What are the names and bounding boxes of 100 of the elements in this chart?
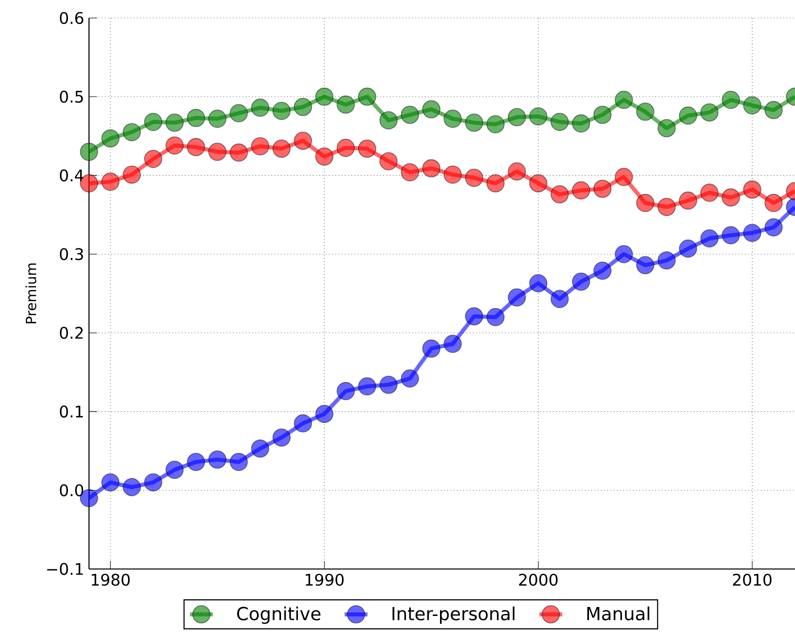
point <box>186 108 206 128</box>
point <box>186 138 206 156</box>
point <box>678 240 698 258</box>
point <box>722 188 740 207</box>
point <box>700 184 718 202</box>
point <box>465 307 484 326</box>
y-tick-label: 0.4 <box>60 169 84 182</box>
point <box>315 404 334 423</box>
point <box>743 96 762 114</box>
point <box>358 140 376 158</box>
point <box>122 478 141 496</box>
point <box>508 108 526 126</box>
point <box>465 168 484 187</box>
point <box>529 274 548 292</box>
point <box>294 132 312 150</box>
point <box>444 110 462 128</box>
point <box>422 159 440 178</box>
point <box>251 439 270 458</box>
legend-label: Inter-personal <box>392 606 514 624</box>
point <box>208 450 226 469</box>
x-tick-label: 1980 <box>92 574 130 586</box>
point <box>678 192 698 210</box>
point <box>700 229 718 248</box>
point <box>722 90 740 109</box>
point <box>572 114 590 133</box>
point <box>508 288 526 306</box>
x-tick-label: 1990 <box>306 574 344 586</box>
point <box>166 114 184 132</box>
point <box>101 172 120 191</box>
point <box>636 102 654 121</box>
point <box>529 174 548 192</box>
point <box>764 101 783 120</box>
point <box>294 98 312 116</box>
legend-label: Cognitive <box>237 606 320 624</box>
x-tick-label: 2000 <box>519 574 558 586</box>
point <box>336 96 355 114</box>
point <box>550 185 569 204</box>
point <box>636 256 654 274</box>
y-tick-label: 0.3 <box>60 248 83 260</box>
point <box>614 90 633 109</box>
point <box>144 150 162 168</box>
y-tick-label: −0.1 <box>47 562 83 576</box>
point <box>422 100 440 118</box>
point <box>122 166 141 184</box>
point <box>315 88 334 106</box>
point <box>101 473 120 492</box>
point <box>400 163 419 182</box>
point <box>614 245 633 264</box>
point <box>550 290 569 308</box>
point <box>486 174 505 192</box>
point <box>336 138 355 157</box>
point <box>230 104 248 122</box>
point <box>272 102 291 120</box>
point <box>144 112 162 131</box>
point <box>208 110 226 128</box>
point <box>144 473 162 492</box>
point <box>444 166 462 184</box>
point <box>486 115 505 134</box>
point <box>658 251 676 270</box>
point <box>230 452 248 472</box>
legend-label: Manual <box>587 606 650 620</box>
point <box>486 308 505 326</box>
point <box>678 106 698 125</box>
y-axis-title: Premium <box>25 264 36 324</box>
point <box>593 180 612 198</box>
point <box>572 272 590 291</box>
y-tick-label: 0.6 <box>60 12 84 24</box>
point <box>743 180 762 199</box>
point <box>230 144 248 162</box>
point <box>422 340 440 358</box>
point <box>764 218 783 236</box>
point <box>166 460 184 479</box>
point <box>272 428 291 447</box>
point <box>529 107 548 126</box>
point <box>272 140 291 158</box>
x-tick-label: 2010 <box>733 574 772 586</box>
point <box>101 129 120 148</box>
point <box>294 414 312 432</box>
point <box>186 452 206 472</box>
point <box>508 162 526 181</box>
point <box>379 376 398 394</box>
point <box>208 142 226 161</box>
y-tick-label: 0.5 <box>60 90 83 103</box>
point <box>80 142 98 161</box>
point <box>358 88 376 106</box>
point <box>593 106 612 124</box>
point <box>465 114 484 132</box>
point <box>400 106 419 124</box>
y-tick-label: 0.2 <box>60 326 83 339</box>
point <box>743 224 762 242</box>
point <box>593 262 612 280</box>
point <box>700 103 718 122</box>
point <box>336 382 355 400</box>
point <box>572 181 590 200</box>
point <box>400 369 419 388</box>
point <box>444 334 462 353</box>
point <box>636 194 654 212</box>
point <box>251 137 270 156</box>
point <box>379 152 398 170</box>
y-tick-label: 0.0 <box>60 484 84 496</box>
